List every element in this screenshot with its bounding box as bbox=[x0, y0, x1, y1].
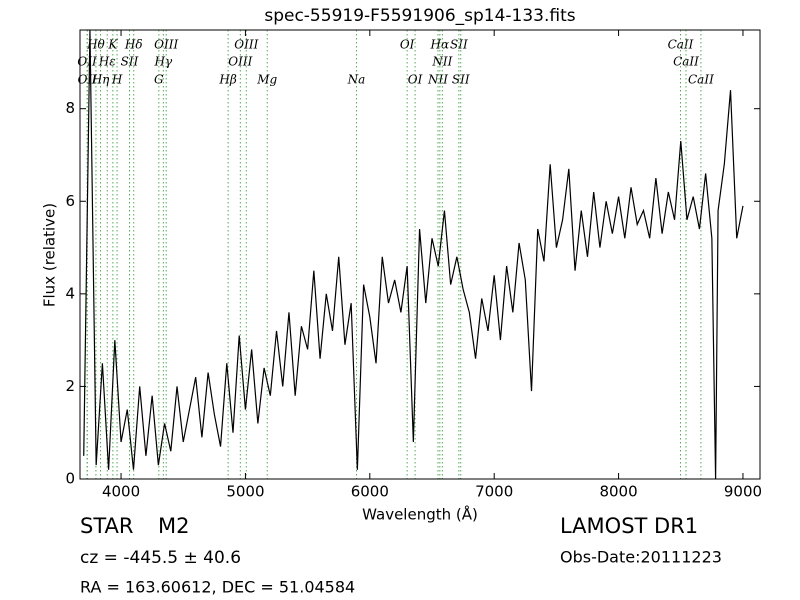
emission-line-label: NII bbox=[427, 73, 448, 87]
emission-line-label: OIII bbox=[228, 55, 252, 69]
spectrum-line bbox=[83, 30, 744, 479]
x-tick-label: 7000 bbox=[475, 483, 513, 501]
x-axis-label: Wavelength (Å) bbox=[362, 505, 478, 524]
x-tick-label: 8000 bbox=[599, 483, 637, 501]
emission-line-label: OIII bbox=[234, 38, 258, 52]
y-tick-label: 8 bbox=[65, 99, 75, 117]
survey: LAMOST DR1 bbox=[560, 514, 698, 538]
emission-line-label: Hδ bbox=[124, 38, 143, 52]
emission-line-label: OII bbox=[77, 55, 97, 69]
x-tick-label: 9000 bbox=[724, 483, 762, 501]
obs-date: Obs-Date:20111223 bbox=[560, 548, 722, 567]
emission-line-label: SII bbox=[121, 55, 139, 69]
y-axis-label: Flux (relative) bbox=[41, 203, 59, 307]
emission-line-label: Mg bbox=[256, 73, 277, 87]
y-tick-label: 2 bbox=[65, 377, 75, 395]
emission-line-label: OIII bbox=[154, 38, 178, 52]
emission-line-label: CaII bbox=[668, 38, 694, 52]
emission-line-label: OII bbox=[78, 73, 98, 87]
chart-title: spec-55919-F5591906_sp14-133.fits bbox=[264, 6, 575, 26]
redshift: cz = -445.5 ± 40.6 bbox=[80, 548, 241, 568]
emission-line-label: Na bbox=[347, 73, 366, 87]
coordinates: RA = 163.60612, DEC = 51.04584 bbox=[80, 578, 355, 597]
emission-line-label: Hβ bbox=[218, 73, 236, 87]
emission-line-label: OI bbox=[408, 73, 423, 87]
emission-line-label: SII bbox=[452, 73, 470, 87]
emission-line-label: CaII bbox=[688, 73, 714, 87]
subclass: M2 bbox=[158, 514, 189, 538]
emission-line-label: SII bbox=[450, 38, 468, 52]
emission-line-label: K bbox=[107, 38, 118, 52]
y-tick-label: 6 bbox=[65, 192, 75, 210]
x-tick-label: 5000 bbox=[226, 483, 264, 501]
plot-frame bbox=[79, 29, 761, 480]
x-tick-label: 6000 bbox=[351, 483, 389, 501]
x-tick-label: 4000 bbox=[102, 483, 140, 501]
y-tick-label: 0 bbox=[65, 470, 75, 488]
emission-line-label: Hη bbox=[91, 73, 110, 87]
emission-line-label: G bbox=[154, 73, 164, 87]
emission-line-label: Hε bbox=[98, 55, 116, 69]
emission-line-label: CaII bbox=[673, 55, 699, 69]
emission-line-label: Hα bbox=[430, 38, 450, 52]
emission-line-label: Hγ bbox=[154, 55, 173, 69]
emission-line-label: H bbox=[111, 73, 123, 87]
emission-line-label: Hθ bbox=[86, 38, 105, 52]
object-class: STAR bbox=[80, 514, 133, 538]
emission-line-label: OI bbox=[400, 38, 415, 52]
y-tick-label: 4 bbox=[65, 284, 75, 302]
emission-line-label: NII bbox=[431, 55, 452, 69]
